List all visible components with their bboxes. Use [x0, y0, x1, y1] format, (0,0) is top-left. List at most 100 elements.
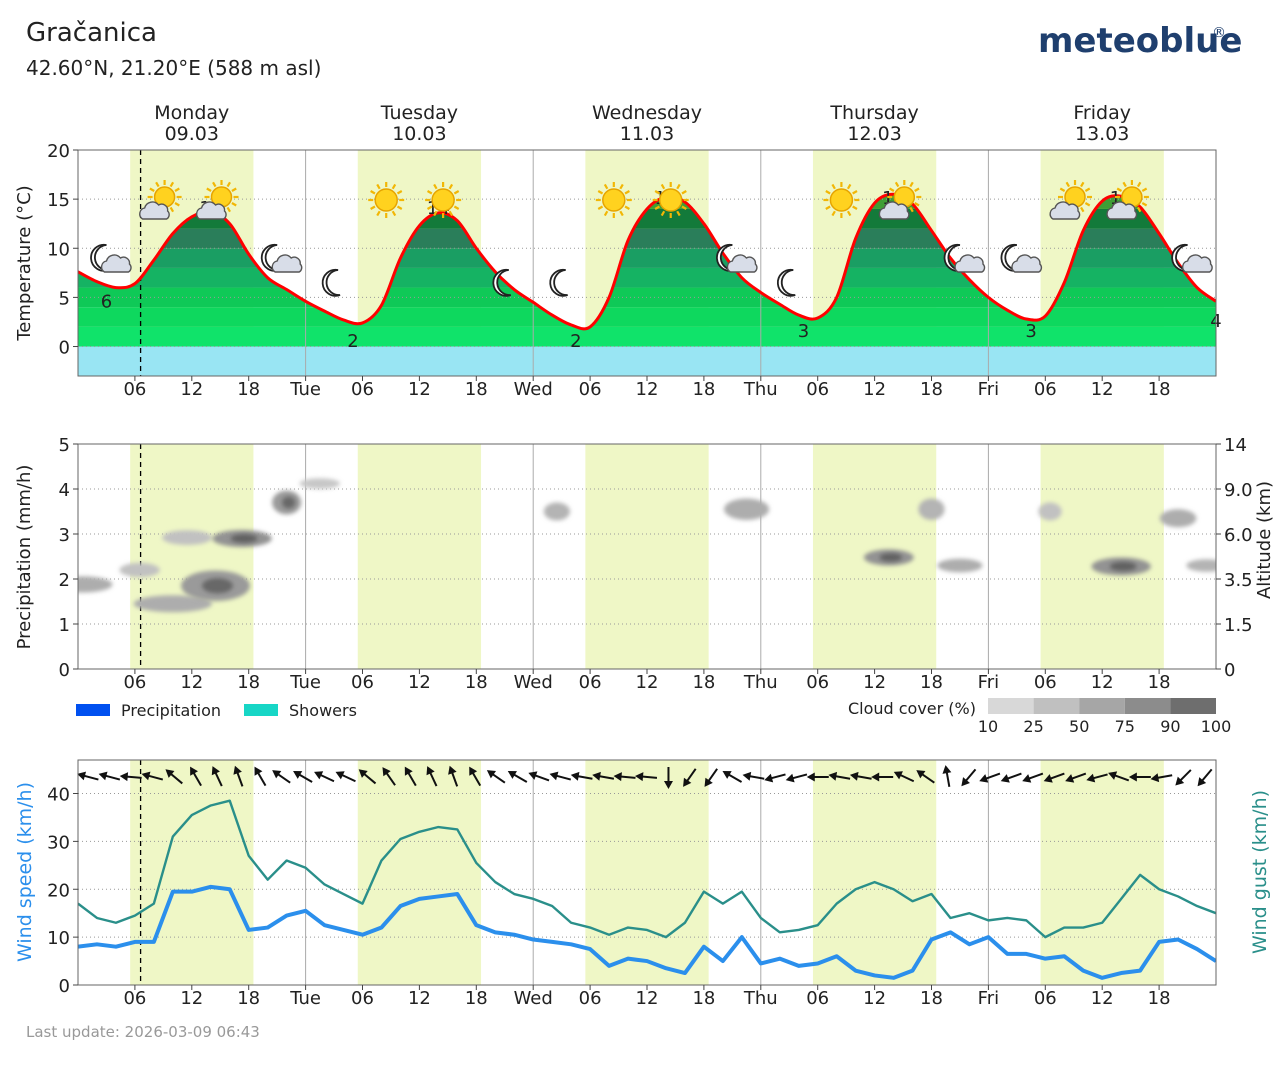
sun-disc	[431, 188, 455, 212]
x-tick-label: Thu	[743, 988, 778, 1009]
x-tick-label: 18	[692, 988, 715, 1009]
cloud-shape	[954, 254, 986, 273]
sun-icon	[823, 182, 860, 218]
sun-ray	[1122, 181, 1127, 188]
temperature-axis: 06 12 18 Tue 06 12 18 Wed 06 12 18 Thu 06 12 18 Fri 06 12…	[47, 141, 1170, 400]
y-tick-label: 0	[59, 338, 70, 359]
wind-arrow	[942, 765, 952, 788]
sun-ray	[231, 202, 237, 207]
sun-ray	[831, 210, 836, 217]
wind-arrow-head	[469, 766, 478, 776]
sun-ray	[426, 190, 433, 195]
sun-disc	[658, 188, 683, 212]
cloud-shape	[878, 201, 910, 220]
wind-arrow-head	[916, 770, 926, 779]
x-tick-label: 12	[408, 988, 431, 1009]
sun-ray	[852, 205, 858, 210]
temperature-label: 3	[798, 321, 809, 342]
wind-arrow	[764, 773, 786, 783]
wind-arrow-head	[942, 765, 952, 774]
wind-arrow-head	[979, 774, 989, 783]
day-date: 13.03	[1075, 123, 1129, 145]
wind-arrow	[722, 771, 743, 783]
wind-arrow	[469, 766, 482, 787]
sun-ray	[1116, 187, 1123, 192]
wind-arrow-head	[426, 766, 435, 776]
wind-arrow-head	[849, 771, 859, 781]
below-zero-fill	[78, 346, 1216, 376]
wind-arrow-head	[382, 767, 391, 777]
daytime-band	[585, 760, 709, 985]
wind-arrow-head	[358, 769, 368, 778]
daytime-band	[1040, 444, 1164, 669]
temperature-grid	[78, 150, 1216, 376]
precipitation-axis: 06 12 18 Tue 06 12 18 Wed 06 12 18 Thu 06 12 18 Fri 06 12…	[59, 435, 1253, 693]
altitude-tick-label: 3.5	[1224, 570, 1253, 591]
y-tick-label: 40	[47, 785, 70, 806]
wind-axis: 06 12 18 Tue 06 12 18 Wed 06 12 18 Thu 06 12 18 Fri 06 12…	[47, 785, 1170, 1009]
x-tick-label: 12	[636, 988, 659, 1009]
temperature-label: 2	[570, 331, 581, 352]
wind-arrow	[382, 767, 396, 786]
day-name: Friday	[1073, 102, 1131, 124]
cloud-shape	[271, 254, 303, 273]
precipitation-panel: 06 12 18 Tue 06 12 18 Wed 06 12 18 Thu 06 12 18 Fri 06 12…	[14, 435, 1275, 693]
wind-arrow	[1000, 772, 1022, 783]
sun-ray	[1059, 187, 1066, 192]
moon-shape	[549, 268, 568, 297]
sun-ray	[370, 190, 376, 195]
moon-cloud-icon	[943, 243, 986, 273]
x-tick-label: 12	[180, 672, 203, 693]
sun-ray	[1141, 202, 1148, 207]
cloud-scale-swatch	[1170, 698, 1216, 714]
cloud-patch	[1159, 509, 1197, 528]
x-tick-label: 06	[1034, 988, 1057, 1009]
sun-ray	[226, 206, 231, 213]
wind-arrow-head	[314, 771, 324, 780]
wind-arrow	[1128, 772, 1151, 782]
daytime-band	[130, 760, 254, 985]
sun-ray	[1080, 206, 1085, 213]
sun-ray	[909, 181, 914, 188]
wind-arrow	[1150, 773, 1173, 783]
wind-arrow-head	[663, 781, 673, 789]
cloud-shape	[1011, 254, 1043, 273]
sun-ray	[660, 183, 666, 190]
wind-lines	[78, 799, 1216, 980]
weather-icons	[90, 180, 1213, 297]
temperature-label: 3	[1025, 321, 1036, 342]
wind-arrow-head	[335, 771, 345, 780]
day-name: Thursday	[829, 102, 918, 124]
sun-ray	[226, 181, 231, 188]
wind-arrow-head	[635, 772, 644, 782]
sun-disc	[829, 188, 854, 212]
moon-shape	[492, 268, 512, 297]
x-tick-label: 06	[579, 988, 602, 1009]
wind-arrow-head	[119, 772, 129, 782]
wind-arrow-head	[1065, 774, 1075, 783]
wind-arrow-head	[613, 772, 622, 782]
moon-icon	[776, 268, 796, 297]
sun-ray	[1141, 187, 1148, 192]
x-tick-label: 06	[351, 672, 374, 693]
sun-cloud-icon	[195, 180, 239, 220]
day-name: Wednesday	[592, 102, 702, 124]
day-date: 12.03	[847, 123, 901, 145]
sun-ray	[149, 187, 155, 192]
wind-arrow-head	[893, 771, 903, 780]
x-tick-label: 06	[123, 379, 146, 400]
wind-arrow-head	[1086, 773, 1096, 783]
y-tick-label: 15	[47, 190, 70, 211]
sun-disc	[602, 188, 626, 212]
legend: Precipitation Showers Cloud cover (%) 10…	[76, 698, 1231, 736]
wind-grid	[78, 760, 1216, 985]
sun-ray	[231, 187, 237, 192]
sun-ray	[914, 202, 920, 207]
sun-ray	[624, 190, 630, 195]
sun-ray	[426, 205, 433, 210]
sun-ray	[169, 181, 175, 188]
sun-cloud-icon	[1106, 180, 1149, 220]
x-tick-label: 12	[863, 672, 886, 693]
y-tick-label: 10	[47, 239, 70, 260]
moon-cloud-icon	[260, 243, 303, 273]
